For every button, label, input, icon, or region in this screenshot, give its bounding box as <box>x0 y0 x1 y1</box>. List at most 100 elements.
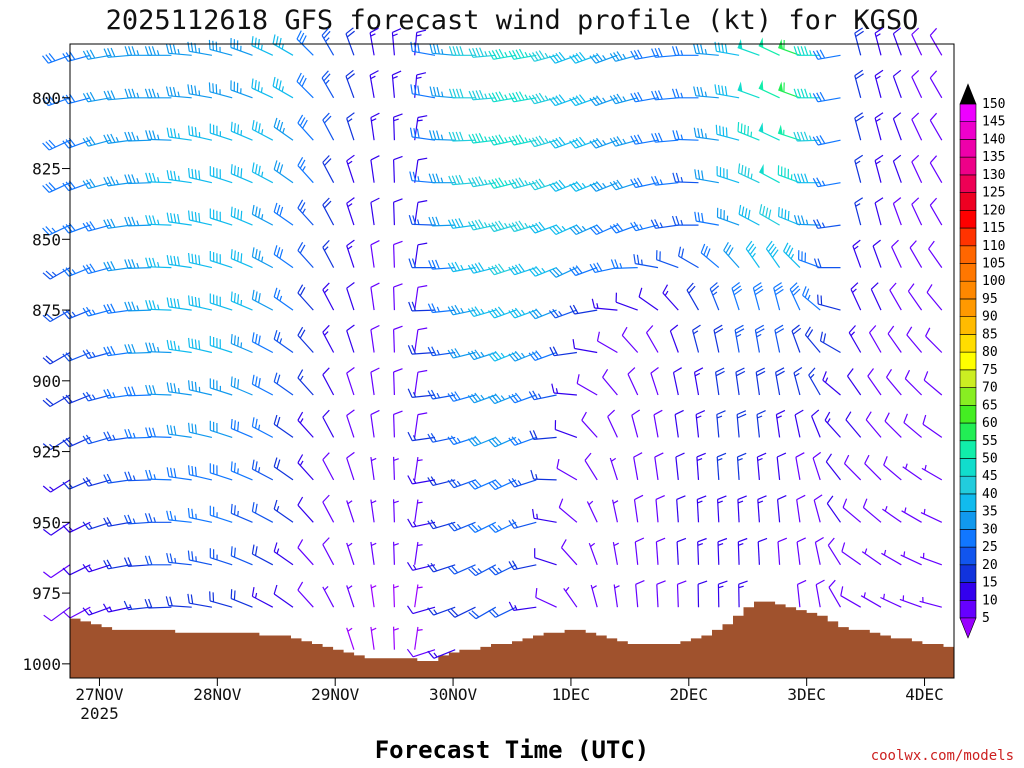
barb-half-flag <box>659 179 663 185</box>
barb-flag <box>346 197 355 204</box>
barb-flag <box>744 208 748 218</box>
barb-flag <box>173 298 177 308</box>
colorbar-swatch <box>959 404 977 424</box>
barb-flag <box>65 309 73 318</box>
barb-shaft <box>735 372 740 396</box>
wind-barb <box>589 95 618 107</box>
barb-flag <box>436 130 440 140</box>
wind-barb <box>709 282 720 311</box>
barb-flag <box>903 413 908 423</box>
barb-shaft <box>414 329 419 353</box>
barb-flag <box>215 41 218 52</box>
barb-flag <box>651 90 656 101</box>
wind-barb <box>103 431 131 442</box>
colorbar-swatch <box>959 440 977 459</box>
barb-flag <box>191 465 194 476</box>
barb-flag <box>297 581 304 591</box>
barb-shaft <box>513 521 537 529</box>
barb-half-flag <box>417 119 423 122</box>
barb-flag <box>923 371 929 381</box>
barb-shaft <box>709 288 720 311</box>
barb-flag <box>757 537 768 543</box>
barb-half-flag <box>750 173 753 179</box>
barb-flag <box>694 367 704 373</box>
wind-barb <box>488 263 517 276</box>
barb-flag <box>148 598 153 609</box>
barb-half-flag <box>484 93 488 99</box>
barb-flag <box>775 370 785 377</box>
barb-flag <box>173 383 177 393</box>
wind-barb <box>488 436 517 448</box>
barb-shaft <box>68 139 91 149</box>
wind-barb <box>548 51 578 64</box>
barb-flag <box>813 258 819 268</box>
barb-flag <box>131 88 136 98</box>
barb-shaft <box>553 392 577 396</box>
barb-flag <box>929 27 938 36</box>
wind-barb <box>615 292 638 311</box>
barb-shaft <box>535 309 557 320</box>
barb-half-flag <box>393 458 399 461</box>
barb-flag <box>166 297 170 308</box>
barb-shaft <box>929 119 943 141</box>
barb-flag <box>817 294 819 305</box>
wind-barb <box>911 27 923 56</box>
wind-barb <box>854 154 864 183</box>
barb-half-flag <box>136 50 140 56</box>
barb-flag <box>874 69 884 77</box>
wind-barb <box>322 367 335 396</box>
barb-flag <box>511 436 519 445</box>
wind-barb <box>528 50 557 62</box>
wind-barb <box>926 284 943 311</box>
credit-link[interactable]: coolwx.com/models <box>871 748 1014 764</box>
barb-flag <box>43 614 52 622</box>
barb-shaft <box>716 456 720 480</box>
wind-barb <box>230 164 253 184</box>
barb-half-flag <box>504 180 508 186</box>
barb-shaft <box>759 213 780 226</box>
barb-flag <box>725 244 732 254</box>
barb-flag <box>42 443 51 451</box>
barb-flag <box>279 249 284 259</box>
wind-barb <box>588 542 598 566</box>
colorbar-label: 115 <box>982 221 1005 236</box>
barb-shaft <box>393 371 395 396</box>
barb-shaft <box>69 479 91 490</box>
barb-flag <box>430 519 437 529</box>
barb-flag <box>889 282 897 291</box>
barb-flag <box>65 224 73 233</box>
barb-shaft <box>321 35 335 56</box>
barb-flag <box>89 136 96 145</box>
wind-barb <box>297 284 314 311</box>
barb-flag <box>635 537 645 543</box>
barb-flag <box>322 494 330 503</box>
barb-flag <box>671 215 677 226</box>
barb-shaft <box>495 521 517 533</box>
barb-flag <box>428 216 433 227</box>
barb-shaft <box>370 244 375 268</box>
wind-barb <box>911 154 923 183</box>
barb-shaft <box>50 479 71 493</box>
wind-barb <box>860 592 882 608</box>
barb-shaft <box>472 182 496 188</box>
barb-flag <box>478 176 485 186</box>
wind-barb <box>675 452 685 480</box>
barb-flag <box>819 331 823 342</box>
barb-flag <box>811 409 820 417</box>
barb-shaft <box>926 292 943 311</box>
barb-shaft <box>128 479 152 482</box>
barb-shaft <box>148 436 172 438</box>
barb-flag <box>549 269 557 278</box>
barb-flag <box>922 414 927 425</box>
barb-flag <box>194 424 197 434</box>
barb-flag <box>508 266 515 276</box>
barb-flag <box>370 282 380 288</box>
wind-barb <box>671 46 699 56</box>
barb-shaft <box>273 381 294 396</box>
barb-flag <box>212 40 214 51</box>
wind-barb <box>124 386 152 397</box>
barb-flag <box>454 304 461 314</box>
barb-shaft <box>783 250 801 269</box>
barb-shaft <box>370 457 375 480</box>
barb-shaft <box>815 584 821 608</box>
